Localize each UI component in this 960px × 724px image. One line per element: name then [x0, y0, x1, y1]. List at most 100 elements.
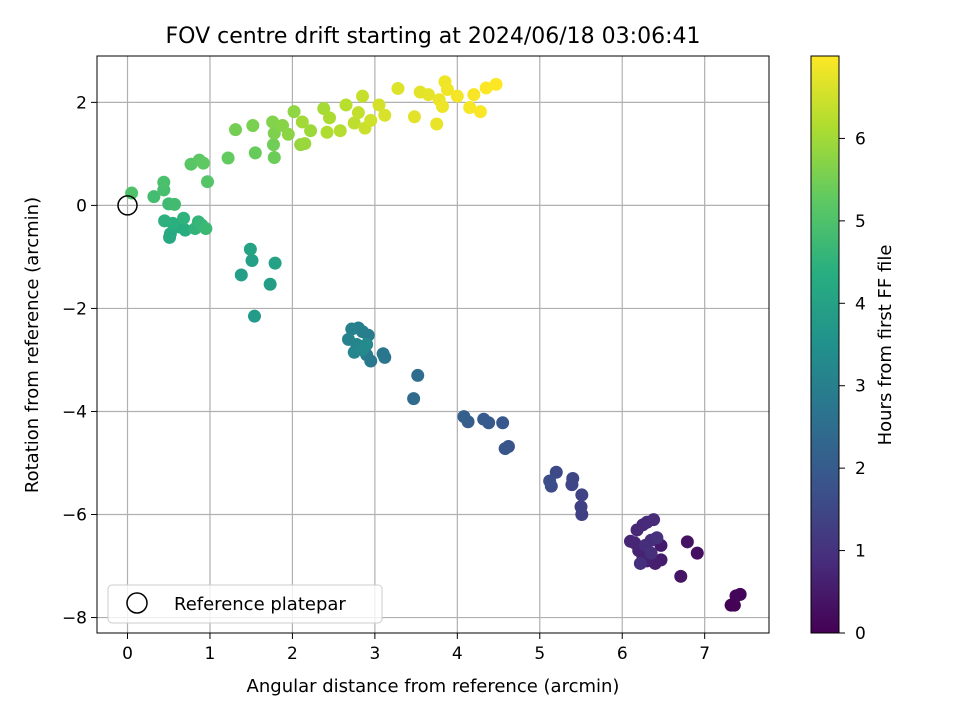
y-tick-label: −4: [62, 402, 87, 422]
scatter-point: [489, 77, 503, 91]
scatter-points: [117, 75, 747, 612]
scatter-point: [364, 113, 378, 127]
x-axis-label: Angular distance from reference (arcmin): [247, 676, 620, 697]
scatter-point: [178, 223, 192, 237]
y-tick-label: 0: [76, 196, 87, 216]
scatter-point: [248, 146, 262, 160]
scatter-point: [623, 534, 637, 548]
scatter-point: [407, 110, 421, 124]
scatter-point: [498, 442, 512, 456]
scatter-point: [450, 89, 464, 103]
scatter-point: [467, 88, 481, 102]
scatter-point: [347, 116, 361, 130]
x-tick-label: 1: [205, 644, 216, 664]
scatter-point: [234, 268, 248, 282]
scatter-point: [411, 368, 425, 382]
scatter-point: [633, 556, 647, 570]
y-tick-label: 2: [76, 93, 87, 113]
scatter-point: [243, 242, 257, 256]
scatter-point: [266, 138, 280, 152]
scatter-point: [574, 500, 588, 514]
scatter-point: [196, 156, 210, 170]
scatter-point: [391, 81, 405, 95]
scatter-point: [200, 175, 214, 189]
scatter-point: [647, 513, 661, 527]
scatter-point: [407, 392, 421, 406]
scatter-point: [650, 531, 664, 545]
scatter-point: [733, 587, 747, 601]
scatter-point: [147, 190, 161, 204]
scatter-point: [267, 126, 281, 140]
scatter-point: [168, 197, 182, 211]
scatter-point: [267, 150, 281, 164]
scatter-point: [463, 101, 477, 115]
colorbar-tick-label: 2: [855, 459, 866, 479]
scatter-point: [317, 102, 331, 116]
scatter-point: [333, 124, 347, 138]
legend-box: [107, 584, 383, 624]
legend: Reference platepar: [107, 584, 383, 624]
scatter-point: [575, 488, 589, 502]
axes: 0 1 2 3 4 5 6 7 −8 −6 −4 −2 0 2: [62, 55, 770, 664]
scatter-point: [221, 151, 235, 165]
x-tick-label: 4: [452, 644, 463, 664]
scatter-point: [268, 256, 282, 270]
scatter-point: [157, 175, 171, 189]
y-tick-label: −2: [62, 299, 87, 319]
scatter-point: [378, 108, 392, 122]
scatter-point: [543, 474, 557, 488]
scatter-point: [430, 117, 444, 131]
reference-point-marker: [117, 195, 138, 216]
scatter-point: [566, 471, 580, 485]
x-tick-label: 7: [699, 644, 710, 664]
scatter-point: [473, 105, 487, 119]
scatter-point: [295, 115, 309, 129]
colorbar-tick-label: 4: [855, 294, 866, 314]
plot-frame: [96, 55, 770, 634]
colorbar-tick-label: 0: [855, 624, 866, 644]
scatter-point: [376, 347, 390, 361]
scatter-point: [477, 412, 491, 426]
scatter-point: [247, 309, 261, 323]
scatter-point: [351, 106, 365, 120]
y-tick-label: −6: [62, 506, 87, 526]
scatter-point: [158, 214, 172, 228]
scatter-point: [674, 569, 688, 583]
scatter-point: [287, 105, 301, 119]
colorbar-tick-label: 1: [855, 542, 866, 562]
colorbar-label: Hours from first FF file: [875, 245, 896, 446]
chart-title: FOV centre drift starting at 2024/06/18 …: [166, 24, 701, 49]
legend-marker-reference: [126, 592, 148, 614]
colorbar-ticks: 0 1 2 3 4 5 6: [839, 129, 866, 644]
scatter-point: [421, 88, 435, 102]
scatter-point: [245, 254, 259, 268]
scatter-point: [263, 277, 277, 291]
scatter-point: [229, 123, 243, 137]
x-tick-label: 5: [534, 644, 545, 664]
scatter-point: [479, 81, 493, 95]
scatter-point: [356, 89, 370, 103]
scatter-point: [345, 322, 359, 336]
scatter-point: [199, 222, 213, 236]
colorbar-tick-label: 6: [855, 129, 866, 149]
scatter-point: [680, 535, 694, 549]
scatter-point: [496, 416, 510, 430]
scatter-point: [323, 111, 337, 125]
x-tick-label: 0: [122, 644, 133, 664]
colorbar-tick-label: 5: [855, 212, 866, 232]
scatter-point: [266, 115, 280, 129]
scatter-point: [457, 410, 471, 424]
scatter-point: [320, 125, 334, 139]
scatter-point: [372, 98, 386, 112]
y-axis-label: Rotation from reference (arcmin): [22, 197, 43, 493]
x-tick-label: 3: [369, 644, 380, 664]
scatter-point: [339, 98, 353, 112]
scatter-point: [281, 127, 295, 141]
x-tick-label: 2: [287, 644, 298, 664]
scatter-point: [690, 546, 704, 560]
scatter-point: [440, 82, 454, 96]
legend-label-reference: Reference platepar: [174, 594, 346, 615]
scatter-point: [298, 137, 312, 151]
